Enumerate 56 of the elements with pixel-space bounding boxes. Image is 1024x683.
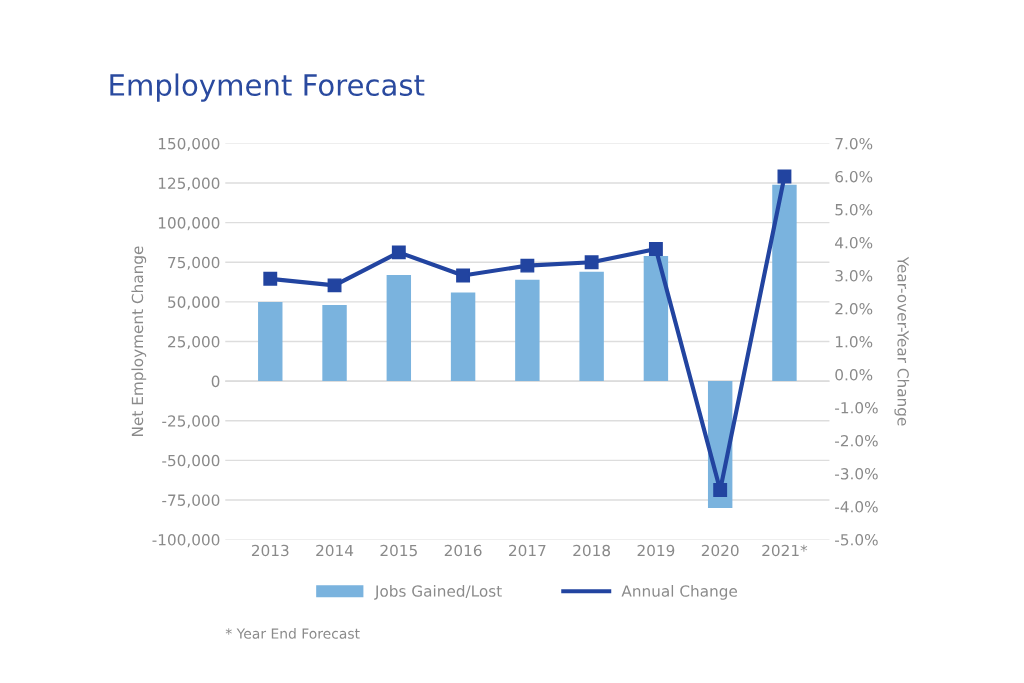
bar [772,184,797,382]
y-axis-title: Net Employment Change [131,246,147,436]
x-tick-label: 2015 [380,544,417,557]
x-tick-label: 2019 [637,544,675,557]
y-tick-label: -100,000 [152,534,220,548]
x-tick-label: 2014 [316,544,354,557]
y2-axis-title: Year-over-Year Change [894,256,910,426]
x-tick-label: 2016 [444,544,482,557]
chart-title: Employment Forecast [110,73,425,102]
x-tick-label: 2018 [573,544,611,557]
bar [258,301,283,382]
x-tick-label: 2013 [251,544,289,557]
y-tick-label: 25,000 [168,335,220,350]
y2-tick-label: 5.0% [835,203,873,216]
bar [515,279,540,382]
bar [450,292,476,382]
y2-tick-label: 2.0% [835,302,873,315]
y-tick-label: -75,000 [162,494,220,508]
point [263,271,278,286]
y2-tick-label: 7.0% [835,137,873,150]
y2-tick-label: 1.0% [835,335,873,348]
bar [322,305,347,382]
bar [386,274,412,382]
y-tick-label: 75,000 [168,256,220,270]
point [713,483,728,497]
y2-tick-label: 4.0% [835,236,873,249]
y2-tick-label: 3.0% [835,269,873,282]
point [327,278,342,293]
y2-tick-label: -2.0% [835,435,878,447]
y2-tick-label: 6.0% [835,170,873,183]
point [391,245,406,260]
y-tick-label: 0 [211,375,220,388]
bar [643,255,669,382]
point [456,268,471,283]
y-tick-label: -50,000 [162,454,220,468]
point [777,169,792,184]
y-tick-label: -25,000 [162,415,220,429]
bar [579,271,604,382]
legend-label: Annual Change [621,585,738,600]
y-tick-label: 125,000 [158,177,220,191]
x-tick-label: 2021* [762,544,808,557]
point [584,255,599,270]
y-tick-label: 50,000 [168,296,220,310]
y2-tick-label: -5.0% [835,534,878,546]
y2-tick-label: -3.0% [835,468,878,480]
y2-tick-label: 0.0% [835,368,873,381]
x-tick-label: 2017 [509,544,546,557]
y2-tick-label: -4.0% [835,501,878,513]
y-tick-label: 100,000 [158,217,220,231]
y2-tick-label: -1.0% [835,401,878,414]
legend-label: Jobs Gained/Lost [374,585,502,600]
y-tick-label: 150,000 [158,137,220,152]
x-tick-label: 2020 [701,544,739,557]
text: * Year End Forecast [225,628,360,639]
point [520,258,535,273]
point [648,242,663,257]
